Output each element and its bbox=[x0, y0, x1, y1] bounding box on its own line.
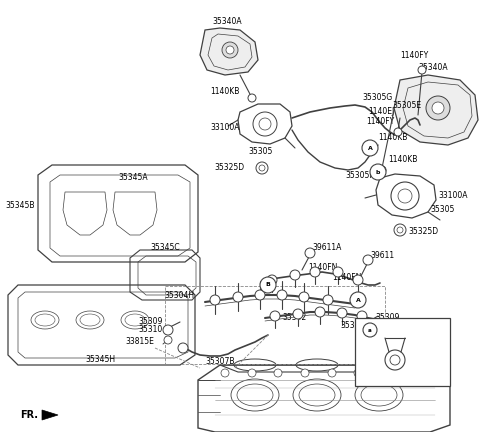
Text: 35309: 35309 bbox=[375, 314, 399, 323]
Text: 35345A: 35345A bbox=[118, 174, 148, 182]
Text: 35305E: 35305E bbox=[392, 101, 421, 109]
Circle shape bbox=[233, 292, 243, 302]
Text: A: A bbox=[356, 298, 360, 302]
Circle shape bbox=[248, 369, 256, 377]
Circle shape bbox=[357, 311, 367, 321]
Circle shape bbox=[315, 307, 325, 317]
Text: 35340A: 35340A bbox=[418, 64, 448, 73]
Text: 35304H: 35304H bbox=[165, 290, 195, 299]
Circle shape bbox=[299, 292, 309, 302]
Text: 1140FN: 1140FN bbox=[332, 273, 361, 283]
Text: 33100A: 33100A bbox=[210, 124, 240, 133]
Circle shape bbox=[333, 267, 343, 277]
Circle shape bbox=[267, 275, 277, 285]
Text: 35310: 35310 bbox=[375, 321, 399, 330]
Circle shape bbox=[432, 102, 444, 114]
Circle shape bbox=[354, 369, 362, 377]
Text: 39611: 39611 bbox=[370, 251, 394, 260]
Circle shape bbox=[305, 248, 315, 258]
Text: a: a bbox=[368, 327, 372, 333]
Text: 33815E: 33815E bbox=[375, 331, 404, 340]
Text: A: A bbox=[368, 146, 372, 150]
Circle shape bbox=[293, 309, 303, 319]
Circle shape bbox=[210, 295, 220, 305]
Text: b: b bbox=[376, 169, 380, 175]
Circle shape bbox=[394, 128, 402, 136]
Text: 35345C: 35345C bbox=[150, 244, 180, 252]
Text: 35345B: 35345B bbox=[5, 200, 35, 210]
Circle shape bbox=[434, 369, 442, 377]
Text: 35305G: 35305G bbox=[362, 93, 392, 102]
Circle shape bbox=[323, 295, 333, 305]
Text: 33815E: 33815E bbox=[125, 337, 154, 346]
Circle shape bbox=[362, 140, 378, 156]
Circle shape bbox=[337, 308, 347, 318]
Circle shape bbox=[221, 369, 229, 377]
Text: B: B bbox=[265, 283, 270, 288]
Circle shape bbox=[310, 267, 320, 277]
Text: 35340A: 35340A bbox=[212, 18, 241, 26]
Text: 31337F: 31337F bbox=[380, 324, 408, 333]
Circle shape bbox=[222, 42, 238, 58]
Polygon shape bbox=[394, 75, 478, 145]
Text: 39611A: 39611A bbox=[312, 244, 341, 252]
Circle shape bbox=[274, 369, 282, 377]
Circle shape bbox=[363, 255, 373, 265]
Polygon shape bbox=[42, 410, 58, 420]
Text: 35305: 35305 bbox=[430, 206, 455, 215]
Circle shape bbox=[226, 46, 234, 54]
Circle shape bbox=[397, 227, 403, 233]
Circle shape bbox=[260, 277, 276, 293]
Text: 35345H: 35345H bbox=[85, 356, 115, 365]
Bar bbox=[165, 286, 385, 364]
Circle shape bbox=[378, 166, 386, 174]
Text: 1140FY: 1140FY bbox=[366, 118, 394, 127]
Text: 35307B: 35307B bbox=[205, 358, 235, 366]
Circle shape bbox=[259, 165, 265, 171]
Circle shape bbox=[418, 66, 426, 74]
Text: 35310: 35310 bbox=[138, 325, 162, 334]
Circle shape bbox=[363, 331, 371, 339]
Text: 35309: 35309 bbox=[138, 318, 162, 327]
Text: 1140KB: 1140KB bbox=[378, 133, 408, 143]
Text: 1140KB: 1140KB bbox=[388, 156, 418, 165]
Text: 1140EJ: 1140EJ bbox=[368, 108, 394, 117]
Circle shape bbox=[353, 275, 363, 285]
Circle shape bbox=[301, 369, 309, 377]
Circle shape bbox=[370, 164, 386, 180]
Text: 35325D: 35325D bbox=[408, 228, 438, 236]
Circle shape bbox=[256, 162, 268, 174]
Circle shape bbox=[277, 290, 287, 300]
Circle shape bbox=[328, 369, 336, 377]
Circle shape bbox=[164, 336, 172, 344]
Circle shape bbox=[408, 369, 416, 377]
Text: 1140KB: 1140KB bbox=[210, 88, 240, 96]
Bar bbox=[355, 318, 450, 386]
Circle shape bbox=[270, 311, 280, 321]
Text: 35325D: 35325D bbox=[215, 163, 245, 172]
Text: 35305F: 35305F bbox=[345, 171, 374, 180]
Text: 35304D: 35304D bbox=[340, 321, 370, 330]
Circle shape bbox=[163, 325, 173, 335]
Circle shape bbox=[394, 224, 406, 236]
Circle shape bbox=[426, 96, 450, 120]
Circle shape bbox=[350, 292, 366, 308]
Circle shape bbox=[363, 323, 377, 337]
Circle shape bbox=[381, 369, 389, 377]
Text: FR.: FR. bbox=[20, 410, 38, 420]
Circle shape bbox=[362, 320, 372, 330]
Circle shape bbox=[255, 290, 265, 300]
Circle shape bbox=[248, 94, 256, 102]
Text: 35342: 35342 bbox=[282, 314, 306, 323]
Text: 1140FN: 1140FN bbox=[308, 264, 337, 273]
Text: 35305: 35305 bbox=[248, 147, 272, 156]
Circle shape bbox=[290, 270, 300, 280]
Text: 1140FY: 1140FY bbox=[400, 51, 428, 60]
Polygon shape bbox=[200, 28, 258, 75]
Text: 33100A: 33100A bbox=[438, 191, 468, 200]
Circle shape bbox=[178, 343, 188, 353]
